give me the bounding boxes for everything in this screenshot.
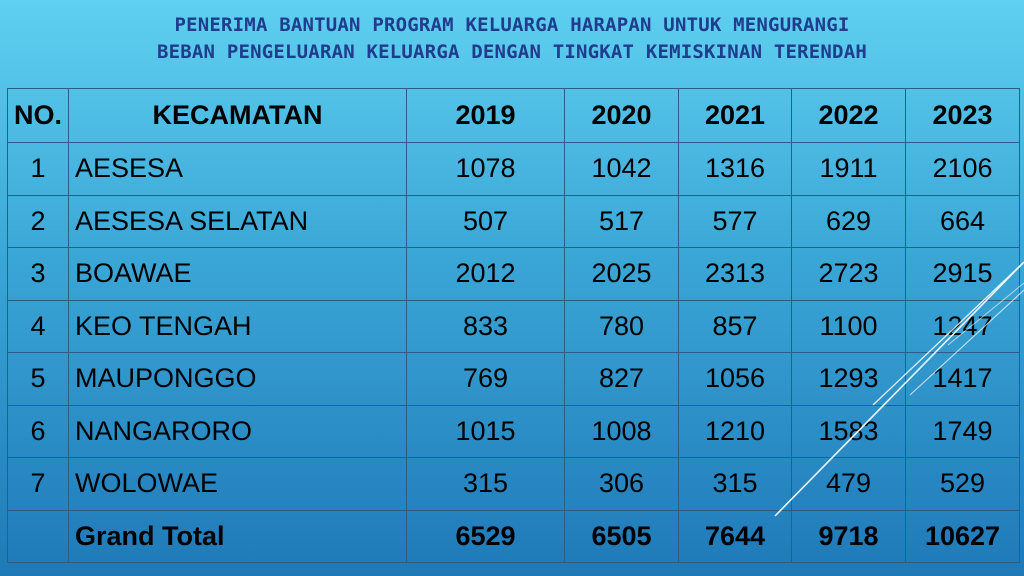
cell-2021: 315	[678, 457, 792, 511]
cell-2022: 1583	[791, 404, 906, 458]
cell-2023: 1749	[905, 404, 1020, 458]
cell-2020: 827	[564, 352, 679, 406]
grand-total-row: Grand Total 6529 6505 7644 9718 10627	[7, 509, 1020, 563]
cell-kecamatan: MAUPONGGO	[68, 352, 407, 406]
cell-2019: 833	[406, 299, 565, 353]
header-2023: 2023	[905, 88, 1020, 143]
cell-2022: 1911	[791, 142, 906, 196]
cell-2021: 1056	[678, 352, 792, 406]
cell-2019: 769	[406, 352, 565, 406]
header-no: NO.	[7, 88, 69, 143]
cell-2023: 1417	[905, 352, 1020, 406]
cell-2021: 2313	[678, 247, 792, 301]
cell-kecamatan: WOLOWAE	[68, 457, 407, 511]
cell-2022: 629	[791, 194, 906, 248]
table-row: 3 BOAWAE 2012 2025 2313 2723 2915	[7, 247, 1020, 301]
cell-2019: 507	[406, 194, 565, 248]
cell-2020: 1042	[564, 142, 679, 196]
cell-2021: 577	[678, 194, 792, 248]
table-row: 1 AESESA 1078 1042 1316 1911 2106	[7, 142, 1020, 196]
table-row: 6 NANGARORO 1015 1008 1210 1583 1749	[7, 404, 1020, 458]
cell-no: 4	[7, 299, 69, 353]
cell-2021: 1210	[678, 404, 792, 458]
data-table: NO. KECAMATAN 2019 2020 2021 2022 2023 1…	[7, 88, 1020, 563]
total-2023: 10627	[905, 509, 1020, 563]
cell-no: 3	[7, 247, 69, 301]
header-kecamatan: KECAMATAN	[68, 88, 407, 143]
header-2021: 2021	[678, 88, 792, 143]
table-header-row: NO. KECAMATAN 2019 2020 2021 2022 2023	[7, 88, 1020, 143]
cell-2020: 1008	[564, 404, 679, 458]
cell-no: 2	[7, 194, 69, 248]
cell-no: 5	[7, 352, 69, 406]
header-2022: 2022	[791, 88, 906, 143]
cell-2020: 780	[564, 299, 679, 353]
cell-kecamatan: AESESA SELATAN	[68, 194, 407, 248]
cell-2020: 2025	[564, 247, 679, 301]
cell-2022: 2723	[791, 247, 906, 301]
cell-kecamatan: BOAWAE	[68, 247, 407, 301]
cell-2019: 1015	[406, 404, 565, 458]
total-2022: 9718	[791, 509, 906, 563]
cell-2020: 306	[564, 457, 679, 511]
table-row: 2 AESESA SELATAN 507 517 577 629 664	[7, 194, 1020, 248]
cell-kecamatan: NANGARORO	[68, 404, 407, 458]
cell-no: 6	[7, 404, 69, 458]
cell-kecamatan: AESESA	[68, 142, 407, 196]
table-row: 5 MAUPONGGO 769 827 1056 1293 1417	[7, 352, 1020, 406]
header-2019: 2019	[406, 88, 565, 143]
table-row: 4 KEO TENGAH 833 780 857 1100 1247	[7, 299, 1020, 353]
table-row: 7 WOLOWAE 315 306 315 479 529	[7, 457, 1020, 511]
total-label: Grand Total	[68, 509, 407, 563]
cell-2019: 1078	[406, 142, 565, 196]
cell-no: 1	[7, 142, 69, 196]
total-2021: 7644	[678, 509, 792, 563]
cell-2021: 1316	[678, 142, 792, 196]
cell-2020: 517	[564, 194, 679, 248]
total-no	[7, 509, 69, 563]
cell-kecamatan: KEO TENGAH	[68, 299, 407, 353]
cell-2022: 1100	[791, 299, 906, 353]
header-2020: 2020	[564, 88, 679, 143]
title-line-2: BEBAN PENGELUARAN KELUARGA DENGAN TINGKA…	[157, 41, 867, 63]
cell-2023: 664	[905, 194, 1020, 248]
title-line-1: PENERIMA BANTUAN PROGRAM KELUARGA HARAPA…	[174, 14, 850, 36]
cell-2019: 315	[406, 457, 565, 511]
total-2020: 6505	[564, 509, 679, 563]
total-2019: 6529	[406, 509, 565, 563]
cell-2021: 857	[678, 299, 792, 353]
cell-2022: 479	[791, 457, 906, 511]
slide-title: PENERIMA BANTUAN PROGRAM KELUARGA HARAPA…	[0, 12, 1024, 66]
cell-2023: 2106	[905, 142, 1020, 196]
cell-no: 7	[7, 457, 69, 511]
cell-2023: 529	[905, 457, 1020, 511]
cell-2022: 1293	[791, 352, 906, 406]
cell-2023: 1247	[905, 299, 1020, 353]
cell-2023: 2915	[905, 247, 1020, 301]
cell-2019: 2012	[406, 247, 565, 301]
